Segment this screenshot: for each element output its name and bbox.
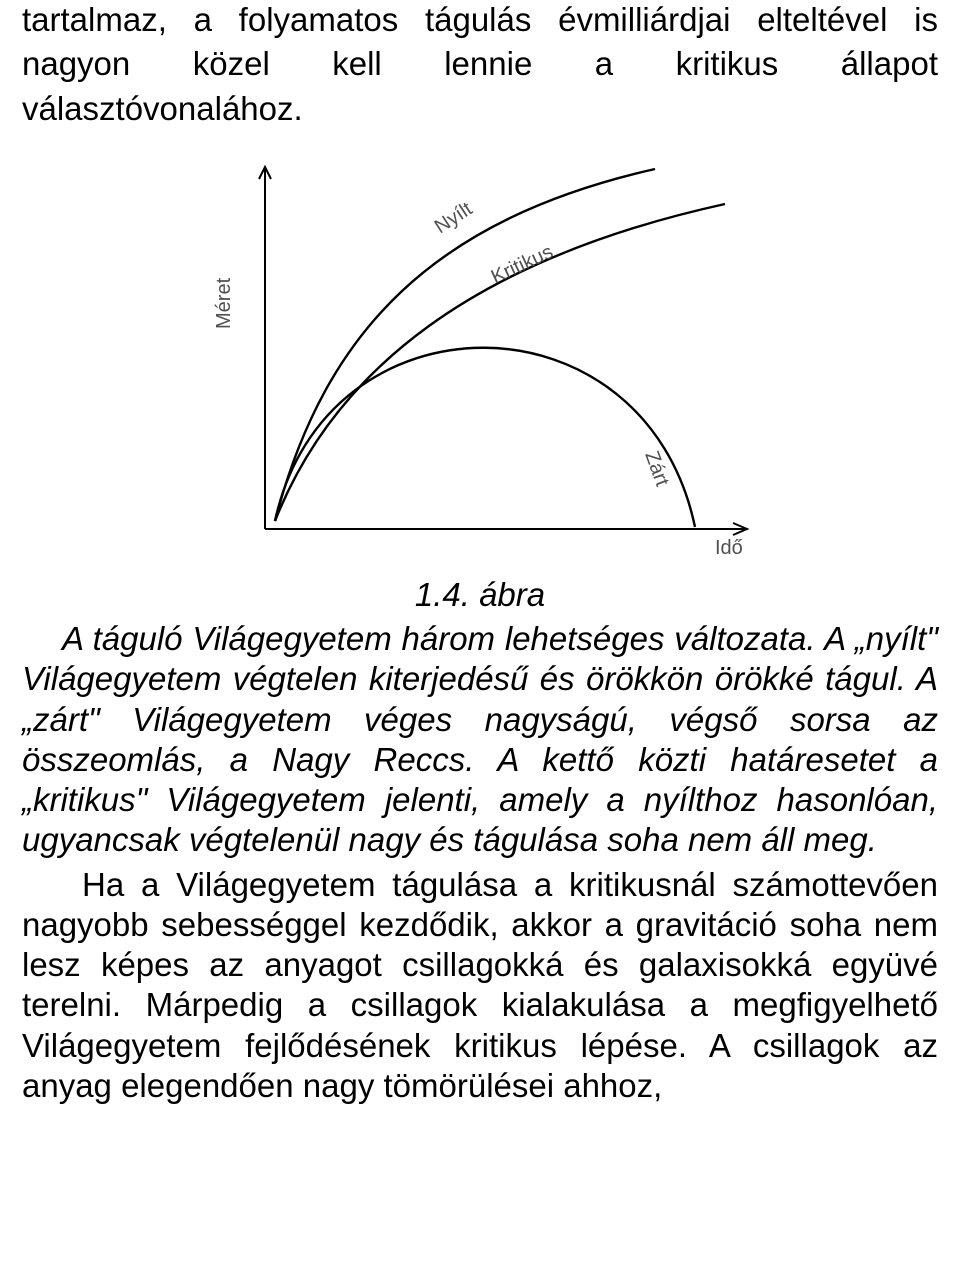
top-paragraph-line2: nagyon közel kell lennie a kritikus álla… [22, 44, 938, 84]
caption-title-span: A táguló Világegyetem három lehetséges v… [62, 620, 845, 657]
ylabel: Méret [213, 277, 235, 329]
figure-number: 1.4. ábra [22, 575, 938, 615]
universe-size-chart: Méret Idő Nyílt Kritikus Zárt [185, 149, 775, 569]
top-paragraph-line1: tartalmaz, a folyamatos tágulás évmilliá… [22, 0, 938, 40]
top-paragraph-line3: választóvonalához. [22, 89, 938, 129]
xlabel: Idő [715, 537, 743, 559]
page-container: tartalmaz, a folyamatos tágulás évmilliá… [0, 0, 960, 1106]
open-curve-label: Nyílt [431, 197, 477, 237]
body-paragraph: Ha a Világegyetem tágulása a kritikusnál… [22, 865, 938, 1107]
critical-curve-label: Kritikus [488, 241, 557, 289]
figure-title-line: A táguló Világegyetem három lehetséges v… [22, 619, 938, 861]
